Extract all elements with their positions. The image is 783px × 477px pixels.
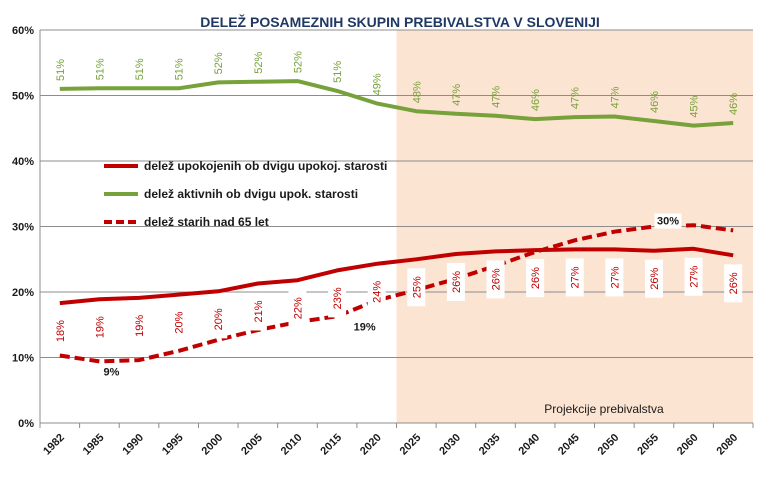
data-label-box	[644, 259, 663, 298]
data-label-aktivni: 51%	[134, 58, 146, 80]
x-tick-label: 2020	[358, 432, 384, 458]
data-label-box	[209, 300, 228, 339]
x-tick-label: 2045	[556, 432, 582, 458]
x-tick-label: 1985	[81, 432, 107, 458]
data-label-aktivni: 46%	[728, 93, 740, 115]
data-label-upokojeni: 26%	[649, 268, 661, 290]
data-label-aktivni: 49%	[372, 73, 384, 95]
data-label-box	[130, 306, 149, 345]
data-label-upokojeni: 27%	[689, 266, 701, 288]
x-tick-label: 2015	[318, 432, 344, 458]
series-line-0	[59, 246, 734, 306]
x-tick-label: 2005	[239, 432, 265, 458]
data-label-box	[101, 364, 122, 380]
data-label-upokojeni: 25%	[411, 276, 423, 298]
y-tick-label: 30%	[12, 222, 34, 234]
data-label-box	[50, 312, 69, 351]
data-label-box	[367, 272, 386, 311]
data-label-aktivni: 46%	[649, 91, 661, 113]
data-label-box	[684, 257, 703, 296]
data-label-aktivni: 52%	[213, 52, 225, 74]
data-label-upokojeni: 19%	[94, 316, 106, 338]
legend-label-0: delež upokojenih ob dvigu upokoj. staros…	[144, 159, 387, 173]
data-label-aktivni: 45%	[689, 95, 701, 117]
data-label-upokojeni: 20%	[174, 311, 186, 333]
data-labels: 51% 51% 51% 51% 52% 52% 52% 51% 49% 48% 47% 47% 46% 4…	[50, 51, 743, 380]
data-label-box	[486, 260, 505, 299]
data-label-starejsi: 30%	[657, 216, 679, 228]
x-tick-label: 1982	[41, 432, 67, 458]
projection-label: Projekcije prebivalstva	[544, 402, 664, 416]
data-label-aktivni: 52%	[253, 52, 265, 74]
data-label-upokojeni: 27%	[609, 266, 621, 288]
data-label-aktivni: 51%	[174, 58, 186, 80]
x-tick-label: 2010	[279, 432, 305, 458]
data-label-box	[654, 213, 682, 229]
data-label-upokojeni: 20%	[213, 308, 225, 330]
x-tick-label: 1990	[120, 432, 146, 458]
data-label-box	[90, 308, 109, 347]
y-tick-label: 50%	[12, 91, 34, 103]
data-label-box	[169, 303, 188, 342]
data-label-box	[724, 264, 743, 303]
data-label-box	[565, 258, 584, 297]
data-label-upokojeni: 21%	[253, 300, 265, 322]
data-label-upokojeni: 27%	[570, 266, 582, 288]
x-tick-label: 2055	[635, 432, 661, 458]
data-label-upokojeni: 23%	[332, 287, 344, 309]
data-label-aktivni: 47%	[451, 84, 463, 106]
data-label-aktivni: 48%	[411, 81, 423, 103]
data-label-box	[407, 268, 426, 307]
y-tick-label: 40%	[12, 156, 34, 168]
data-label-upokojeni: 26%	[451, 271, 463, 293]
series-line-2	[59, 223, 734, 364]
x-tick-label: 2035	[477, 432, 503, 458]
x-tick-label: 2050	[596, 432, 622, 458]
legend-label-2: delež starih nad 65 let	[144, 215, 269, 229]
data-label-starejsi: 19%	[354, 322, 376, 334]
data-label-aktivni: 47%	[570, 87, 582, 109]
data-label-aktivni: 51%	[94, 58, 106, 80]
data-label-upokojeni: 24%	[372, 281, 384, 303]
x-tick-label: 1995	[160, 432, 186, 458]
data-label-box	[351, 319, 379, 335]
data-label-upokojeni: 26%	[491, 268, 503, 290]
x-tick-label: 2025	[398, 432, 424, 458]
data-label-aktivni: 47%	[609, 86, 621, 108]
data-label-upokojeni: 26%	[728, 272, 740, 294]
y-tick-label: 60%	[12, 25, 34, 37]
x-tick-label: 2080	[715, 432, 741, 458]
data-label-box	[328, 279, 347, 318]
data-label-box	[446, 263, 465, 302]
data-label-aktivni: 46%	[530, 89, 542, 111]
legend-label-1: delež aktivnih ob dvigu upok. starosti	[144, 187, 358, 201]
data-label-aktivni: 51%	[332, 61, 344, 83]
y-tick-label: 20%	[12, 287, 34, 299]
data-label-box	[248, 292, 267, 331]
series-line-1	[59, 79, 734, 128]
data-label-box	[288, 289, 307, 328]
legend: delež upokojenih ob dvigu upokoj. staros…	[104, 159, 387, 229]
series-lines	[59, 79, 734, 364]
data-label-aktivni: 52%	[292, 51, 304, 73]
data-label-upokojeni: 18%	[55, 320, 67, 342]
x-tick-label: 2000	[200, 432, 226, 458]
x-tick-label: 2060	[675, 432, 701, 458]
y-tick-label: 10%	[12, 353, 34, 365]
data-label-upokojeni: 19%	[134, 315, 146, 337]
data-label-upokojeni: 26%	[530, 267, 542, 289]
data-label-box	[526, 259, 545, 298]
data-label-aktivni: 47%	[491, 86, 503, 108]
data-label-starejsi: 9%	[103, 366, 119, 378]
data-label-box	[605, 258, 624, 297]
data-label-upokojeni: 22%	[292, 297, 304, 319]
x-tick-label: 2030	[437, 432, 463, 458]
x-tick-label: 2040	[516, 432, 542, 458]
y-tick-label: 0%	[18, 418, 34, 430]
chart-title: DELEŽ POSAMEZNIH SKUPIN PREBIVALSTVA V S…	[200, 13, 600, 30]
data-label-aktivni: 51%	[55, 59, 67, 81]
